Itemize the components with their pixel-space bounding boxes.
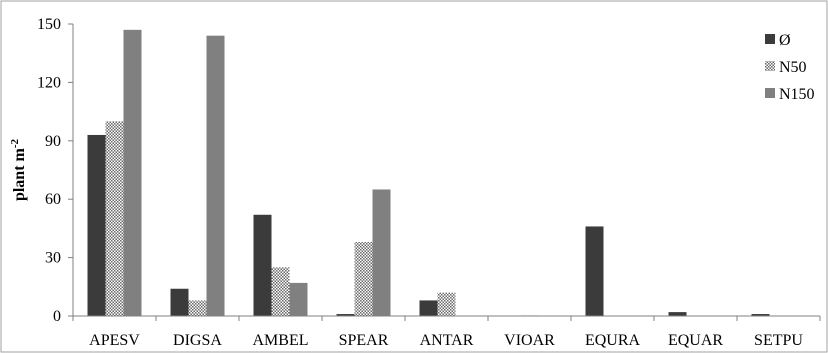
x-tick-label: VIOAR [504, 332, 555, 349]
legend-swatch [765, 61, 775, 71]
y-axis-label: plant m-2 [9, 138, 28, 201]
bar--setpu [751, 314, 770, 316]
x-tick-label: EQUAR [668, 332, 723, 349]
y-tick-label: 0 [53, 308, 61, 325]
x-tick-label: APESV [89, 332, 140, 349]
bar--spear [336, 314, 355, 316]
x-tick-label: SETPU [754, 332, 803, 349]
y-tick-label: 30 [45, 250, 61, 267]
x-tick-label: AMBEL [253, 332, 309, 349]
legend-swatch [765, 88, 775, 98]
bar-n150-digsa [206, 35, 225, 317]
y-tick-label: 120 [37, 74, 61, 91]
bar-n150-spear [372, 189, 391, 316]
legend-swatch [765, 34, 775, 44]
y-axis-label-sup: -2 [9, 138, 21, 148]
bar-n50-ambel [271, 267, 290, 316]
legend: Ø N50 N150 [765, 32, 815, 103]
x-axis: APESV DIGSA AMBEL SPEAR ANTAR VIOAR EQURA EQUAR… [72, 315, 821, 349]
bar--apesv [87, 134, 106, 316]
bar--digsa [170, 288, 189, 316]
legend-label: N150 [779, 86, 815, 103]
y-tick-label: 60 [45, 191, 61, 208]
bar-n150-apesv [123, 29, 142, 317]
x-tick-label: ANTAR [420, 332, 474, 349]
bar-n150-ambel [289, 282, 308, 316]
bar-n50-digsa [188, 300, 207, 316]
bar--equar [668, 312, 687, 316]
bar-n50-apesv [105, 121, 124, 316]
bar--antar [419, 300, 438, 316]
y-axis: 0 30 60 90 120 150 [37, 16, 74, 325]
bar-n50-antar [437, 292, 456, 316]
legend-label: Ø [779, 32, 791, 49]
y-tick-label: 90 [45, 133, 61, 150]
x-tick-label: SPEAR [339, 332, 389, 349]
legend-label: N50 [779, 59, 807, 76]
y-axis-label-base: plant m [11, 147, 28, 201]
plot-area [87, 29, 770, 317]
x-tick-label: EQURA [585, 332, 641, 349]
x-tick-label: DIGSA [173, 332, 222, 349]
bar--equra [585, 226, 604, 316]
bar--ambel [253, 214, 272, 316]
bar-n50-spear [354, 242, 373, 316]
y-tick-label: 150 [37, 16, 61, 33]
